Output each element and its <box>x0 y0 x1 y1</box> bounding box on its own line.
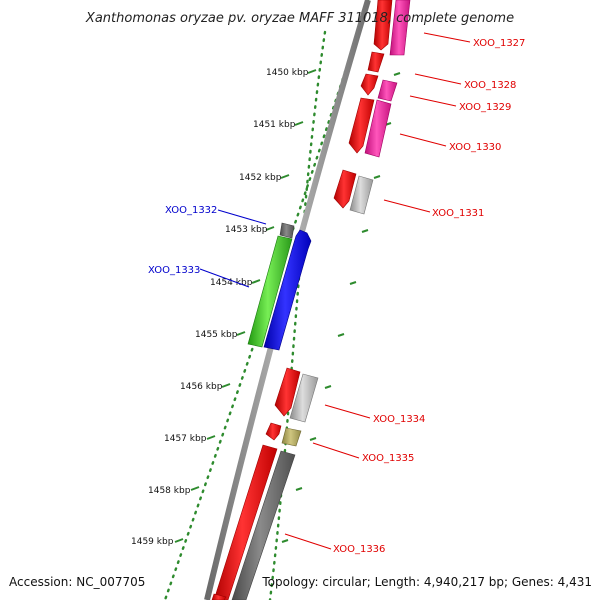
label-xoo1334[interactable]: XOO_1334 <box>373 414 425 425</box>
gene-edge-bottom[interactable] <box>211 593 227 600</box>
label-xoo1335[interactable]: XOO_1335 <box>362 453 414 464</box>
tick-1452 <box>280 174 290 179</box>
tick-1454 <box>251 279 261 284</box>
tick-label-1452: 1452 kbp <box>239 173 282 183</box>
gene-xoo1332[interactable] <box>263 229 312 351</box>
outer-scale-line <box>268 30 327 600</box>
label-xoo1328[interactable]: XOO_1328 <box>464 80 516 91</box>
topology-text: Topology: circular; Length: 4,940,217 bp… <box>261 575 592 589</box>
leader-xoo1331 <box>383 199 431 213</box>
tick-label-1459: 1459 kbp <box>131 537 174 547</box>
tick-label-1458: 1458 kbp <box>148 486 191 496</box>
gene-xoo1335-b[interactable] <box>281 427 302 447</box>
leader-lines <box>199 32 471 550</box>
tick-1455 <box>236 331 246 336</box>
gene-xoo1329[interactable] <box>377 79 398 102</box>
outer-tick <box>309 437 317 441</box>
forward-genes <box>213 0 411 600</box>
outer-tick <box>349 281 357 285</box>
label-xoo1333[interactable]: XOO_1333 <box>148 265 200 276</box>
outer-tick <box>337 333 345 337</box>
map-title: Xanthomonas oryzae pv. oryzae MAFF 31101… <box>85 11 514 26</box>
leader-xoo1327 <box>423 32 471 43</box>
gene-xoo1327-b[interactable] <box>389 0 411 56</box>
outer-tick <box>295 487 303 491</box>
gene-xoo1334-a[interactable] <box>274 367 301 417</box>
outer-tick <box>393 72 401 76</box>
tick-1451 <box>294 121 304 126</box>
label-xoo1332[interactable]: XOO_1332 <box>165 205 217 216</box>
label-xoo1336[interactable]: XOO_1336 <box>333 544 385 555</box>
label-xoo1329[interactable]: XOO_1329 <box>459 102 511 113</box>
accession-text: Accession: NC_007705 <box>9 575 145 589</box>
gene-xoo1333[interactable] <box>247 235 293 348</box>
leader-xoo1329 <box>409 95 457 107</box>
leader-xoo1334 <box>324 404 371 419</box>
leader-xoo1335 <box>312 442 360 459</box>
gene-xoo1334-b[interactable] <box>289 373 319 423</box>
tick-label-1453: 1453 kbp <box>225 225 268 235</box>
label-xoo1327[interactable]: XOO_1327 <box>473 38 525 49</box>
tick-label-1451: 1451 kbp <box>253 120 296 130</box>
tick-1458 <box>190 486 200 491</box>
scale-ticks: 1450 kbp 1451 kbp 1452 kbp 1453 kbp 1454… <box>131 68 317 547</box>
gene-xoo1330-b[interactable] <box>364 99 392 158</box>
outer-tick <box>324 385 332 389</box>
gene-xoo1328-a[interactable] <box>367 51 385 73</box>
gene-xoo1331-a[interactable] <box>333 169 357 209</box>
tick-label-1450: 1450 kbp <box>266 68 309 78</box>
gene-xoo1335-a[interactable] <box>265 422 282 441</box>
outer-tick <box>361 229 369 233</box>
gene-xoo1331-b[interactable] <box>349 175 374 215</box>
leader-xoo1328 <box>414 73 462 85</box>
tick-1456 <box>221 383 231 388</box>
reverse-genes <box>211 222 312 600</box>
gene-xoo1336-a[interactable] <box>213 444 278 600</box>
tick-1453 <box>265 226 275 231</box>
label-xoo1330[interactable]: XOO_1330 <box>449 142 501 153</box>
gene-labels: XOO_1327 XOO_1328 XOO_1329 XOO_1330 XOO_… <box>148 38 525 555</box>
tick-1457 <box>206 435 216 440</box>
tick-1450 <box>307 69 317 74</box>
gene-xoo1328-b[interactable] <box>360 73 379 96</box>
gene-xoo1336-b[interactable] <box>231 450 296 600</box>
gene-xoo1330-a[interactable] <box>348 97 375 154</box>
outer-tick <box>373 175 381 179</box>
leader-xoo1336 <box>284 533 332 550</box>
label-xoo1331[interactable]: XOO_1331 <box>432 208 484 219</box>
tick-label-1455: 1455 kbp <box>195 330 238 340</box>
tick-1459 <box>174 538 184 543</box>
tick-label-1457: 1457 kbp <box>164 434 207 444</box>
gene-xoo1327-a[interactable] <box>373 0 393 51</box>
tick-label-1454: 1454 kbp <box>210 278 253 288</box>
gene-xoo1332-top[interactable] <box>279 222 295 239</box>
leader-xoo1332 <box>217 209 267 225</box>
tick-label-1456: 1456 kbp <box>180 382 223 392</box>
outer-tick <box>281 539 289 543</box>
leader-xoo1333 <box>199 268 250 288</box>
leader-xoo1330 <box>399 133 447 147</box>
